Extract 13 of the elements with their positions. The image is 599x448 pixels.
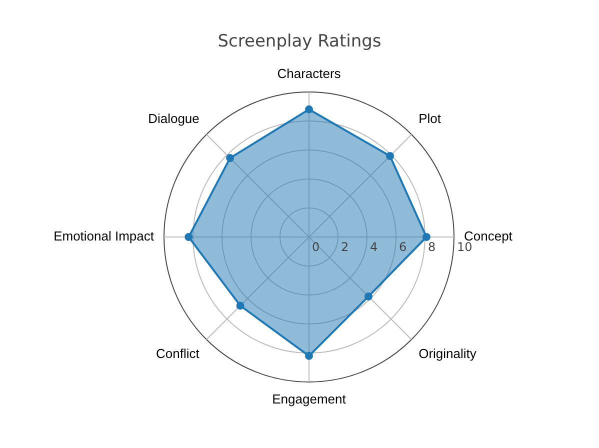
y-tick-label: 4 bbox=[370, 240, 378, 254]
spoke-label: Emotional Impact bbox=[54, 228, 154, 244]
spoke-label: Originality bbox=[418, 346, 477, 361]
y-tick-label: 0 bbox=[312, 240, 320, 254]
spoke-label: Conflict bbox=[156, 346, 200, 361]
y-tick-label: 8 bbox=[428, 240, 436, 254]
spoke-label: Characters bbox=[277, 66, 342, 81]
spoke-label: Engagement bbox=[272, 391, 346, 406]
spoke-label: Dialogue bbox=[148, 111, 200, 126]
y-tick-label: 6 bbox=[399, 240, 407, 254]
chart-title: Screenplay Ratings bbox=[218, 32, 382, 52]
y-tick-label: 2 bbox=[341, 240, 349, 254]
spoke-label: Plot bbox=[418, 111, 442, 126]
